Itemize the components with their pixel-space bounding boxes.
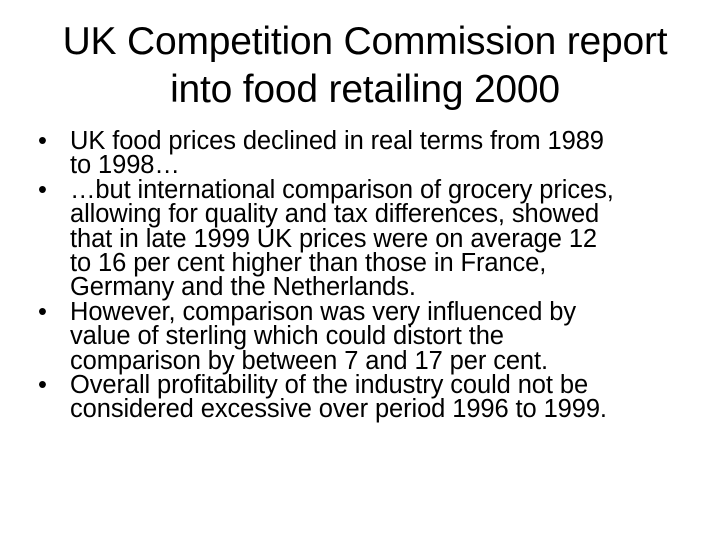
bullet-text-line: UK food prices declined in real terms fr… [70,127,604,155]
bullet-text-line: allowing for quality and tax differences… [70,200,600,229]
bullet-dot: • [38,297,47,326]
bullet-item: • UK food prices declined in real terms … [30,127,700,180]
bullet-text-line: value of sterling which could distort th… [70,322,504,351]
bullet-text-line: to 1998… [70,151,180,180]
bullet-text-line: …but international comparison of grocery… [70,175,614,204]
bullet-text-line: considered excessive over period 1996 to… [70,395,607,424]
slide-title-line: UK Competition Commission report [62,20,668,63]
bullet-text-line: However, comparison was very influenced … [70,297,577,326]
bullet-text-line: to 16 per cent higher than those in Fran… [70,249,547,278]
bullet-dot: • [38,371,47,400]
bullet-dot: • [38,127,47,155]
bullet-text-line: that in late 1999 UK prices were on aver… [70,224,597,253]
slide-title: UK Competition Commission report into fo… [20,18,710,114]
slide-title-line: into food retailing 2000 [170,68,560,111]
bullet-list: • UK food prices declined in real terms … [30,127,700,424]
bullet-text-line: Germany and the Netherlands. [70,273,416,302]
bullet-item: • Overall profitability of the industry … [30,371,700,424]
bullet-dot: • [38,175,47,204]
bullet-item: • …but international comparison of groce… [30,175,700,302]
bullet-item: • However, comparison was very influence… [30,297,700,375]
bullet-text-line: comparison by between 7 and 17 per cent. [70,346,548,375]
bullet-text-line: Overall profitability of the industry co… [70,371,589,400]
